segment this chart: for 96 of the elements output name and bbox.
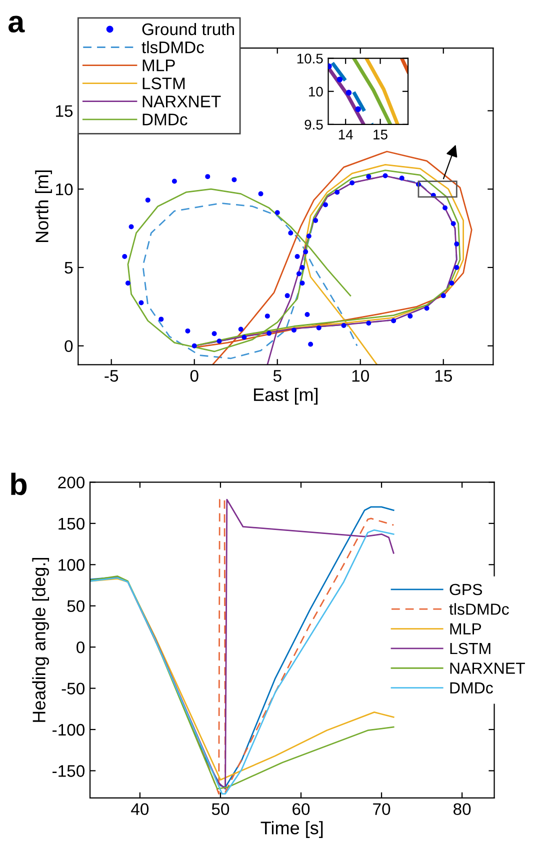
point bbox=[306, 234, 312, 239]
y-tick-label: -150 bbox=[52, 765, 85, 777]
point bbox=[138, 300, 144, 306]
point bbox=[366, 320, 372, 326]
point bbox=[442, 205, 448, 210]
point bbox=[291, 328, 296, 333]
y-tick-label: -100 bbox=[52, 724, 85, 736]
point bbox=[258, 191, 264, 196]
point bbox=[355, 106, 361, 112]
point bbox=[122, 254, 128, 260]
point bbox=[366, 174, 372, 180]
legend-label: tlsDMDc bbox=[449, 603, 509, 615]
x-tick-label: 10 bbox=[352, 370, 369, 382]
point bbox=[350, 180, 355, 186]
legend-label: MLP bbox=[142, 60, 175, 72]
point bbox=[172, 178, 177, 184]
point bbox=[238, 326, 244, 332]
y-tick-label: 200 bbox=[58, 476, 85, 488]
point bbox=[284, 293, 290, 298]
y-tick-label: 100 bbox=[58, 559, 85, 571]
legend-label: DMDc bbox=[450, 682, 493, 694]
y-tick-label: 10 bbox=[309, 86, 323, 97]
point bbox=[424, 306, 430, 311]
point bbox=[266, 330, 272, 336]
point bbox=[336, 76, 343, 82]
legend-label: GPS bbox=[450, 584, 482, 596]
point bbox=[145, 198, 150, 203]
point bbox=[192, 343, 197, 348]
y-tick-label: -50 bbox=[62, 682, 84, 694]
x-axis-title: East [m] bbox=[254, 388, 318, 405]
point bbox=[288, 230, 294, 236]
point bbox=[274, 210, 280, 216]
point bbox=[294, 254, 300, 260]
point bbox=[205, 174, 210, 180]
legend-label: LSTM bbox=[450, 642, 490, 654]
point bbox=[300, 264, 305, 270]
x-tick-label: -5 bbox=[104, 370, 118, 382]
y-tick-label: 0 bbox=[64, 340, 73, 352]
point bbox=[216, 338, 222, 344]
x-tick-label: 15 bbox=[435, 370, 452, 382]
point bbox=[440, 293, 446, 298]
point bbox=[399, 176, 404, 181]
legend-label: Ground truth bbox=[142, 22, 234, 36]
y-tick-label: 150 bbox=[58, 518, 85, 530]
x-tick-label: 50 bbox=[212, 803, 230, 816]
y-tick-label: 5 bbox=[64, 262, 73, 274]
point bbox=[316, 325, 322, 330]
point bbox=[296, 271, 302, 276]
point bbox=[185, 328, 190, 334]
y-tick-label: 0 bbox=[76, 641, 84, 654]
point bbox=[450, 221, 456, 226]
point bbox=[264, 314, 270, 319]
y-tick-label: 10 bbox=[56, 184, 73, 196]
point bbox=[449, 280, 454, 286]
x-tick-label: 80 bbox=[454, 803, 471, 816]
point bbox=[303, 249, 308, 254]
y-tick-label: 50 bbox=[67, 600, 84, 612]
point bbox=[308, 342, 314, 347]
y-tick-label: 10.5 bbox=[297, 54, 323, 64]
x-axis-title: Time [s] bbox=[260, 821, 323, 838]
x-tick-label: 5 bbox=[273, 370, 282, 382]
point bbox=[128, 224, 134, 230]
point bbox=[212, 331, 217, 336]
point bbox=[346, 90, 352, 96]
legend-label: tlsDMDc bbox=[142, 41, 204, 54]
legend-label: LSTM bbox=[142, 78, 185, 90]
point bbox=[242, 334, 247, 340]
legend-label: NARXNET bbox=[142, 96, 221, 108]
x-tick-label: 70 bbox=[373, 803, 390, 816]
point bbox=[158, 316, 164, 322]
point bbox=[125, 280, 130, 286]
point bbox=[300, 280, 305, 286]
text: a bbox=[8, 16, 25, 32]
y-axis-title: Heading angle [deg.] bbox=[32, 558, 50, 722]
x-tick-label: 40 bbox=[131, 803, 149, 816]
x-tick-label: 0 bbox=[190, 370, 198, 382]
point bbox=[391, 318, 396, 324]
legend-label: DMDc bbox=[142, 114, 188, 126]
y-axis-title: North [m] bbox=[35, 170, 52, 242]
point bbox=[341, 322, 346, 328]
point bbox=[323, 202, 328, 208]
point bbox=[232, 177, 237, 182]
x-tick-label: 60 bbox=[292, 803, 310, 816]
y-tick-label: 9.5 bbox=[304, 120, 323, 130]
y-tick-label: 15 bbox=[56, 105, 73, 117]
point bbox=[454, 241, 460, 246]
point bbox=[304, 312, 310, 317]
point bbox=[408, 314, 413, 319]
point bbox=[382, 173, 388, 178]
point bbox=[334, 190, 340, 195]
legend-label: NARXNET bbox=[450, 662, 525, 674]
text: b bbox=[11, 472, 27, 496]
point bbox=[313, 218, 318, 223]
legend-label: MLP bbox=[450, 623, 482, 634]
x-tick-label: 14 bbox=[338, 130, 353, 140]
point bbox=[454, 264, 460, 270]
